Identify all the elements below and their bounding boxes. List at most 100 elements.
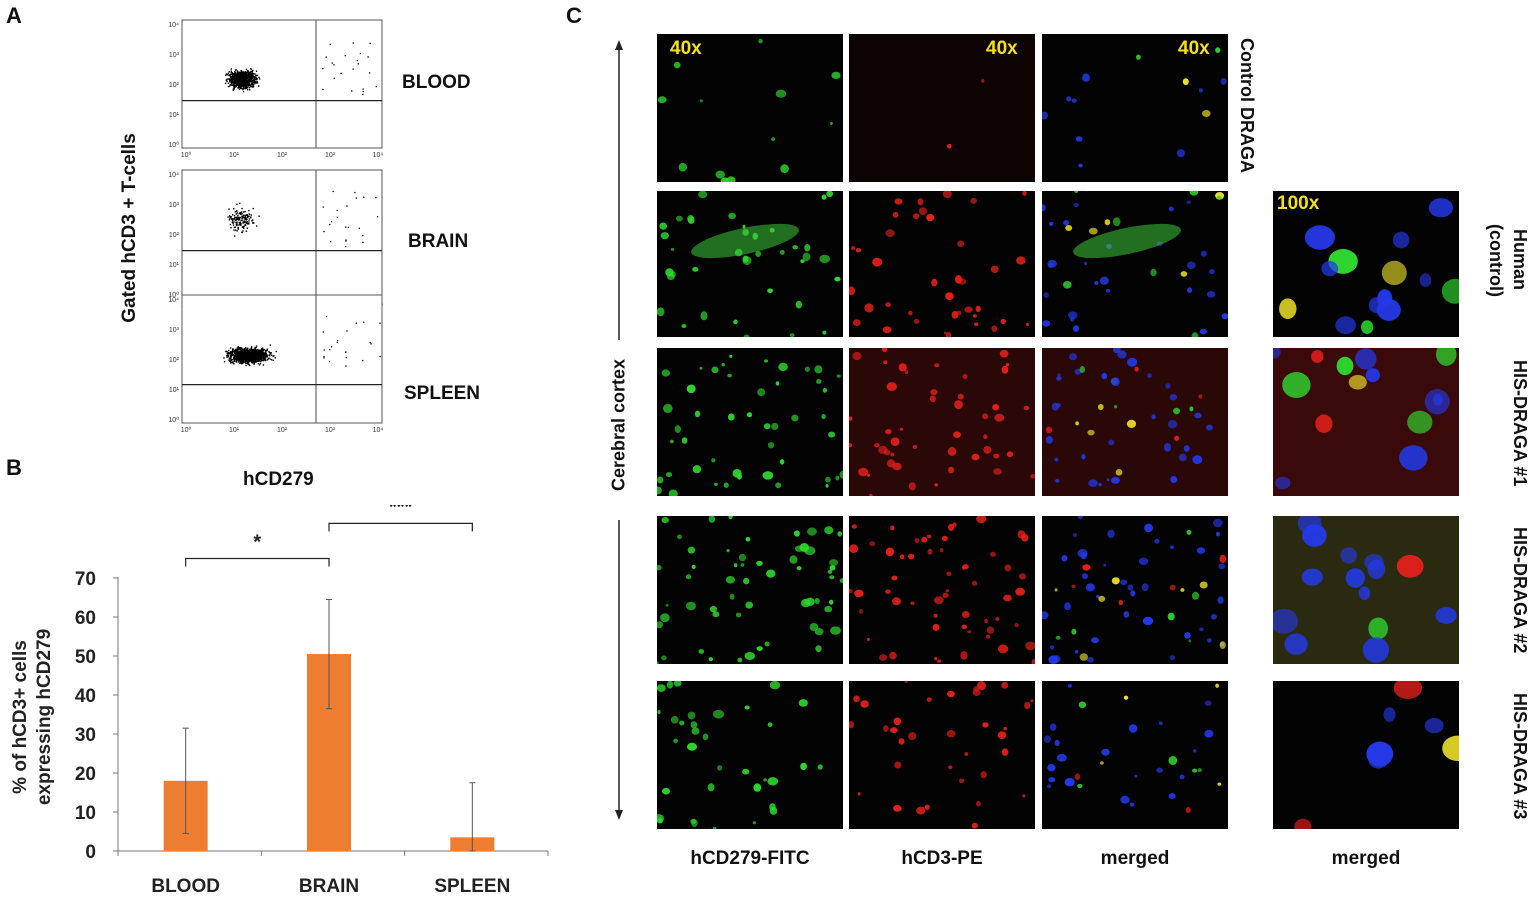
panel-a-letter: A <box>6 3 22 28</box>
cell <box>1193 749 1197 753</box>
flow-event <box>229 356 232 358</box>
flow-event <box>264 359 267 362</box>
flow-event <box>242 355 244 357</box>
flow-event <box>352 68 354 70</box>
cell <box>1065 225 1073 231</box>
cell <box>1111 377 1120 387</box>
cell <box>1419 273 1432 287</box>
flow-event <box>228 349 230 352</box>
flow-event <box>323 357 325 359</box>
flow-event <box>258 78 261 80</box>
y-tick-label: 0 <box>85 842 96 863</box>
flow-event <box>231 78 234 80</box>
cell <box>807 527 817 536</box>
cell <box>1174 435 1179 441</box>
flow-event <box>252 81 255 83</box>
cell <box>692 465 702 474</box>
flow-events <box>227 190 379 248</box>
micrograph-cells <box>1294 681 1459 829</box>
flow-event <box>247 78 249 81</box>
flow-event <box>275 350 277 353</box>
flow-event <box>228 208 230 210</box>
cell <box>1215 47 1221 53</box>
flow-event <box>252 75 255 77</box>
cell <box>1335 316 1356 334</box>
cell <box>828 431 836 438</box>
flow-event <box>238 348 240 350</box>
flow-event <box>250 356 253 358</box>
flow-event <box>251 346 253 348</box>
flow-event <box>245 78 247 81</box>
flow-event <box>227 82 230 84</box>
cell <box>1130 590 1136 597</box>
micrograph-his-draga-3-merge <box>1042 681 1228 829</box>
flow-event <box>232 354 234 356</box>
flow-event <box>245 85 247 87</box>
flow-event <box>232 89 234 91</box>
cell <box>746 412 753 418</box>
cell <box>986 626 994 634</box>
flow-event <box>239 361 242 363</box>
cell <box>908 482 916 491</box>
flow-event <box>259 355 261 357</box>
flow-event <box>359 52 362 55</box>
flow-event <box>238 360 240 362</box>
cell <box>850 245 856 251</box>
flow-event <box>253 348 255 350</box>
cell <box>762 471 774 480</box>
cell <box>889 651 897 660</box>
cell <box>1095 595 1100 599</box>
cell <box>1127 357 1138 367</box>
cell <box>661 369 670 377</box>
flow-event <box>244 350 246 353</box>
category-label: BRAIN <box>299 876 359 897</box>
cell <box>1057 373 1061 377</box>
flow-event <box>235 216 237 219</box>
cell <box>1019 573 1026 580</box>
flow-event <box>226 356 228 358</box>
micrograph-cells <box>657 354 843 496</box>
flow-event <box>235 351 237 353</box>
cell <box>1072 325 1080 332</box>
cell <box>1170 793 1175 797</box>
cell <box>849 443 853 448</box>
cell <box>1074 191 1079 193</box>
cell <box>1147 373 1152 379</box>
flow-event <box>251 76 254 79</box>
cell <box>947 690 955 698</box>
flow-event <box>272 355 274 357</box>
cell <box>853 695 860 703</box>
cell <box>1097 404 1104 410</box>
flow-event <box>354 191 356 194</box>
flow-event <box>249 360 252 362</box>
cell <box>709 605 717 613</box>
flow-event <box>243 348 245 351</box>
cortex-label: Cerebral cortex <box>608 358 629 492</box>
flow-event <box>245 347 247 349</box>
cell <box>957 240 965 248</box>
flow-event <box>249 364 251 367</box>
flow-event <box>340 72 342 74</box>
flow-event <box>257 358 259 361</box>
cell <box>814 628 824 636</box>
cell <box>1104 219 1111 226</box>
flow-event <box>247 352 249 355</box>
flow-event <box>252 356 255 358</box>
flow-event <box>251 361 253 363</box>
flow-event <box>255 353 258 355</box>
flow-event <box>246 227 249 229</box>
flow-event <box>240 357 242 359</box>
flow-event <box>230 68 232 70</box>
flow-event <box>345 246 347 248</box>
flow-event <box>234 86 236 88</box>
cell <box>821 413 826 420</box>
flow-event <box>270 354 273 356</box>
cell <box>707 783 715 792</box>
micrograph-cells <box>1279 198 1459 334</box>
cell <box>714 482 718 486</box>
cell <box>957 393 964 400</box>
flow-event <box>246 71 249 74</box>
flow-event <box>250 85 252 88</box>
flow-event <box>268 355 271 357</box>
cell <box>974 322 979 326</box>
